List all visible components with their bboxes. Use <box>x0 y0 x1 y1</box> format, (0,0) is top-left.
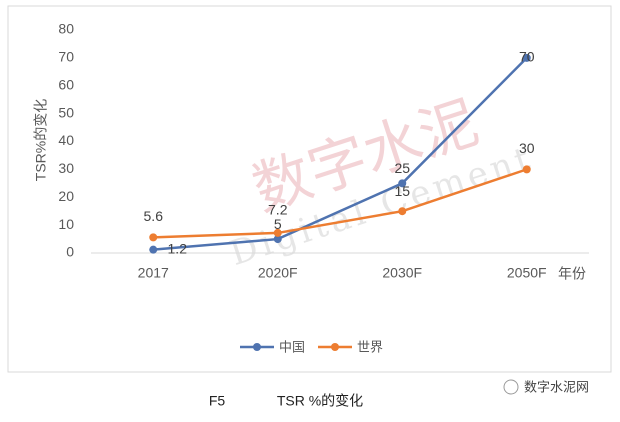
data-label: 7.2 <box>268 202 288 218</box>
data-label: 5.6 <box>144 208 164 224</box>
series-line <box>153 56 528 251</box>
legend-label: 世界 <box>357 339 383 354</box>
point <box>273 228 282 237</box>
x-tick-label: 2017 <box>138 265 169 281</box>
y-tick-label: 20 <box>58 188 74 204</box>
caption-text: TSR %的变化 <box>277 393 363 409</box>
data-label: 70 <box>519 49 535 65</box>
point <box>398 207 407 216</box>
y-tick-label: 30 <box>58 160 74 176</box>
point <box>522 165 531 174</box>
point <box>149 245 158 254</box>
x-tick-label: 2020F <box>258 265 298 281</box>
y-axis-label: TSR%的变化 <box>33 99 49 181</box>
x-tick-label: 2050F <box>507 265 547 281</box>
data-label: 5 <box>274 216 282 232</box>
x-tick-label: 2030F <box>382 265 422 281</box>
legend-marker <box>331 343 339 351</box>
point <box>522 53 531 62</box>
data-label: 30 <box>519 140 535 156</box>
caption-number: F5 <box>209 393 226 409</box>
y-tick-label: 60 <box>58 76 74 92</box>
chart-frame <box>7 5 612 373</box>
legend-label: 中国 <box>279 339 305 354</box>
data-label: 1.2 <box>168 240 188 256</box>
point <box>149 233 158 242</box>
y-tick-label: 50 <box>58 104 74 120</box>
data-label: 25 <box>394 160 410 176</box>
y-tick-label: 70 <box>58 49 74 65</box>
y-tick-label: 80 <box>58 21 74 37</box>
data-label: 15 <box>394 183 410 199</box>
y-tick-label: 0 <box>66 244 74 260</box>
series-line <box>153 168 528 239</box>
y-tick-label: 10 <box>58 216 74 232</box>
point <box>273 235 282 244</box>
source-icon <box>503 379 519 395</box>
legend-marker <box>253 343 261 351</box>
source-badge: 数字水泥网 <box>524 379 589 394</box>
point <box>398 179 407 188</box>
y-tick-label: 40 <box>58 132 74 148</box>
x-axis-label: 年份 <box>558 266 586 282</box>
